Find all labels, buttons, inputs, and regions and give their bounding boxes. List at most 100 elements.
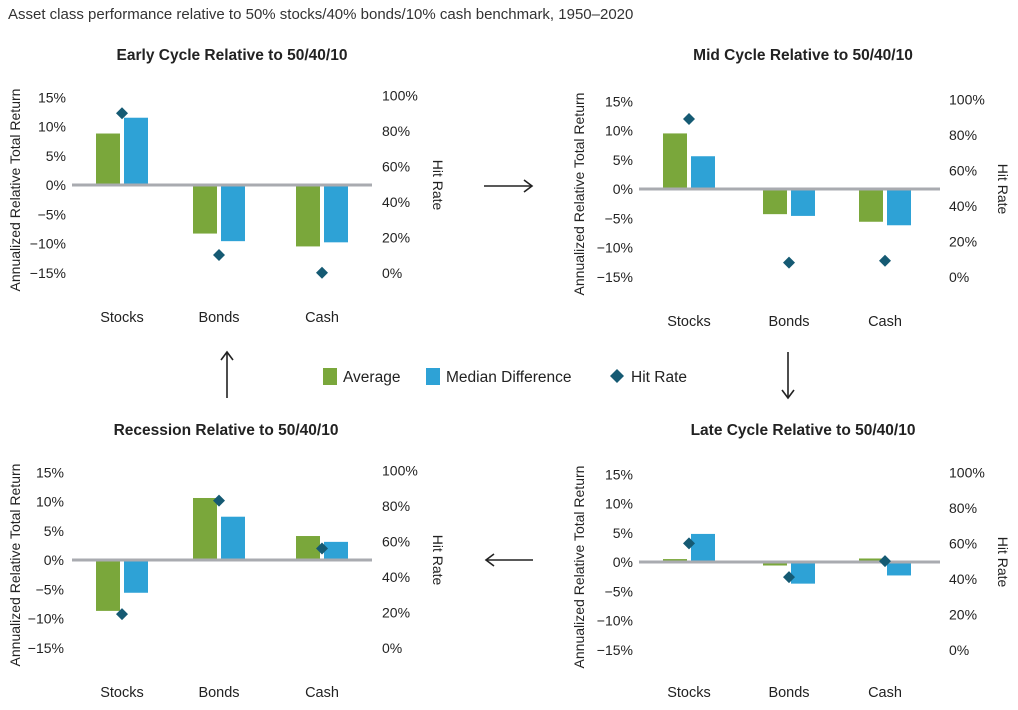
y2-tick-label: 100%: [949, 91, 985, 107]
y-tick-label: 15%: [605, 93, 633, 109]
bar-median: [691, 533, 715, 562]
bar-average: [96, 133, 120, 185]
bar-average: [193, 497, 217, 560]
category-label: Stocks: [100, 310, 144, 326]
y2-tick-label: 100%: [949, 464, 985, 480]
chart-panel-3: Recession Relative to 50/40/10 Annualized…: [7, 422, 446, 701]
y-tick-label: 15%: [36, 464, 64, 480]
y-tick-label: 5%: [613, 525, 633, 541]
legend-median-swatch: [426, 368, 440, 385]
y-axis-label: Annualized Relative Total Return: [571, 93, 587, 296]
y-tick-label: 10%: [38, 119, 66, 135]
category-label: Stocks: [100, 685, 144, 701]
y-axis-label: Annualized Relative Total Return: [571, 466, 587, 669]
y-tick-label: 0%: [44, 552, 64, 568]
bar-average: [193, 185, 217, 234]
y2-tick-label: 60%: [949, 535, 977, 551]
y2-tick-label: 80%: [382, 123, 410, 139]
bar-average: [663, 133, 687, 189]
bar-median: [791, 189, 815, 216]
y-tick-label: −5%: [605, 583, 633, 599]
bar-average: [296, 185, 320, 247]
category-label: Bonds: [768, 314, 809, 330]
y-axis-label: Annualized Relative Total Return: [7, 89, 23, 292]
category-label: Bonds: [198, 685, 239, 701]
category-label: Stocks: [667, 685, 711, 701]
y-tick-label: −5%: [605, 210, 633, 226]
legend-median-label: Median Difference: [446, 369, 572, 386]
bar-median: [221, 185, 245, 242]
y-tick-label: 10%: [605, 123, 633, 139]
y-tick-label: −15%: [597, 269, 633, 285]
y-tick-label: 15%: [605, 466, 633, 482]
bar-median: [324, 541, 348, 560]
y2-axis-label: Hit Rate: [995, 164, 1011, 215]
y2-tick-label: 20%: [382, 604, 410, 620]
y2-tick-label: 60%: [949, 162, 977, 178]
bar-average: [96, 560, 120, 611]
y-tick-label: 0%: [46, 177, 66, 193]
y-tick-label: −10%: [30, 236, 66, 252]
y2-axis-label: Hit Rate: [430, 160, 446, 211]
y2-tick-label: 0%: [949, 642, 969, 658]
y2-tick-label: 60%: [382, 533, 410, 549]
legend-average-label: Average: [343, 369, 400, 386]
panel-title: Late Cycle Relative to 50/40/10: [691, 422, 916, 439]
category-label: Stocks: [667, 314, 711, 330]
legend: Average Median Difference Hit Rate: [323, 368, 687, 386]
y2-tick-label: 100%: [382, 462, 418, 478]
arrow-up-icon: [220, 350, 234, 398]
hit-rate-marker: [683, 112, 695, 125]
hit-rate-marker: [879, 254, 891, 267]
hit-rate-marker: [213, 494, 225, 507]
legend-hit-rate-label: Hit Rate: [631, 369, 687, 386]
y-tick-label: 5%: [46, 148, 66, 164]
y-tick-label: −15%: [28, 640, 64, 656]
y-tick-label: 10%: [605, 496, 633, 512]
hit-rate-marker: [783, 256, 795, 269]
bar-median: [887, 189, 911, 226]
y-tick-label: 15%: [38, 89, 66, 105]
y-tick-label: −15%: [597, 642, 633, 658]
y-tick-label: 0%: [613, 181, 633, 197]
category-label: Cash: [868, 314, 902, 330]
bar-median: [691, 156, 715, 189]
y2-tick-label: 40%: [382, 194, 410, 210]
y-tick-label: −10%: [28, 611, 64, 627]
hit-rate-marker: [316, 266, 328, 279]
hit-rate-marker: [116, 608, 128, 621]
panel-title: Mid Cycle Relative to 50/40/10: [693, 47, 913, 64]
bar-average: [859, 189, 883, 222]
y-axis-label: Annualized Relative Total Return: [7, 464, 23, 667]
y2-tick-label: 20%: [949, 606, 977, 622]
y-tick-label: 5%: [613, 152, 633, 168]
y2-tick-label: 20%: [382, 229, 410, 245]
y-tick-label: −10%: [597, 240, 633, 256]
y-tick-label: 10%: [36, 494, 64, 510]
y2-tick-label: 60%: [382, 158, 410, 174]
y2-tick-label: 80%: [382, 498, 410, 514]
hit-rate-marker: [783, 571, 795, 584]
y2-tick-label: 40%: [949, 571, 977, 587]
category-label: Cash: [305, 685, 339, 701]
y2-tick-label: 0%: [382, 640, 402, 656]
y2-tick-label: 80%: [949, 500, 977, 516]
category-label: Cash: [305, 310, 339, 326]
bar-average: [763, 189, 787, 215]
chart-header-title: Asset class performance relative to 50% …: [8, 6, 634, 23]
bar-median: [221, 516, 245, 560]
y2-axis-label: Hit Rate: [995, 537, 1011, 588]
hit-rate-marker: [879, 555, 891, 568]
hit-rate-marker: [316, 542, 328, 555]
y2-tick-label: 20%: [949, 233, 977, 249]
category-label: Bonds: [198, 310, 239, 326]
hit-rate-marker: [213, 249, 225, 262]
y2-tick-label: 40%: [382, 569, 410, 585]
y-tick-label: 0%: [613, 554, 633, 570]
chart-panel-4: Late Cycle Relative to 50/40/10 Annualize…: [571, 422, 1011, 701]
panel-title: Early Cycle Relative to 50/40/10: [117, 47, 348, 64]
y-tick-label: −5%: [36, 581, 64, 597]
category-label: Bonds: [768, 685, 809, 701]
y2-tick-label: 80%: [949, 127, 977, 143]
